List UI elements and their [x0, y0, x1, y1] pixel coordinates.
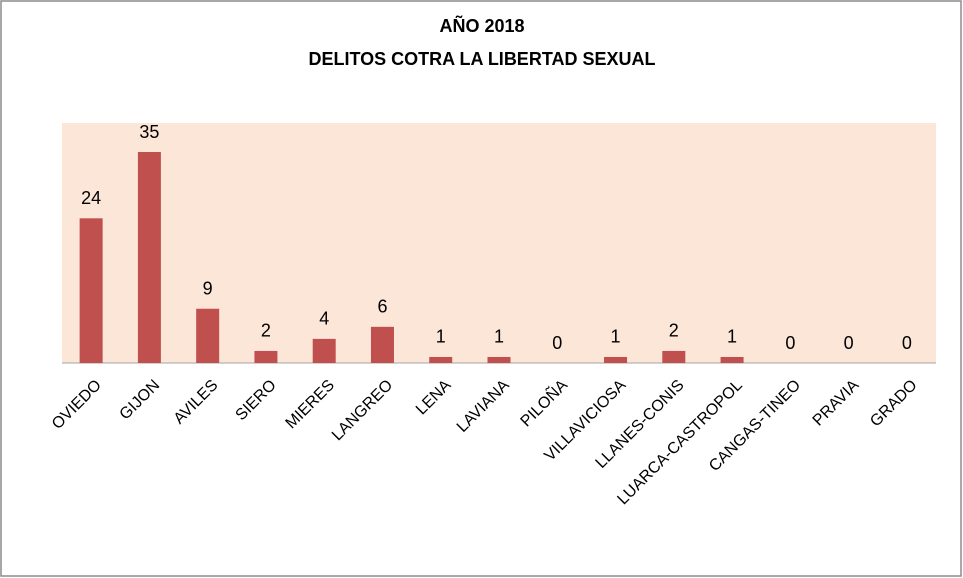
bar	[254, 350, 278, 363]
bar	[312, 338, 336, 363]
data-label: 6	[377, 297, 387, 317]
chart-subtitle: DELITOS COTRA LA LIBERTAD SEXUAL	[308, 49, 655, 69]
data-label: 1	[727, 327, 737, 347]
chart-title: AÑO 2018	[439, 15, 524, 36]
data-label: 35	[139, 122, 159, 142]
bar	[196, 308, 220, 363]
data-label: 0	[785, 333, 795, 353]
data-label: 0	[902, 333, 912, 353]
bar	[604, 356, 628, 363]
data-label: 9	[203, 278, 213, 298]
data-label: 1	[436, 327, 446, 347]
data-label: 1	[611, 327, 621, 347]
data-label: 4	[319, 309, 329, 329]
data-label: 2	[669, 321, 679, 341]
bar	[662, 350, 686, 363]
data-label: 1	[494, 327, 504, 347]
bar	[79, 218, 103, 363]
data-label: 24	[81, 188, 101, 208]
data-label: 0	[844, 333, 854, 353]
data-label: 0	[552, 333, 562, 353]
bar	[429, 356, 453, 363]
data-label: 2	[261, 321, 271, 341]
bar	[487, 356, 511, 363]
bar	[370, 326, 394, 363]
bar	[137, 152, 161, 363]
bar	[720, 356, 744, 363]
